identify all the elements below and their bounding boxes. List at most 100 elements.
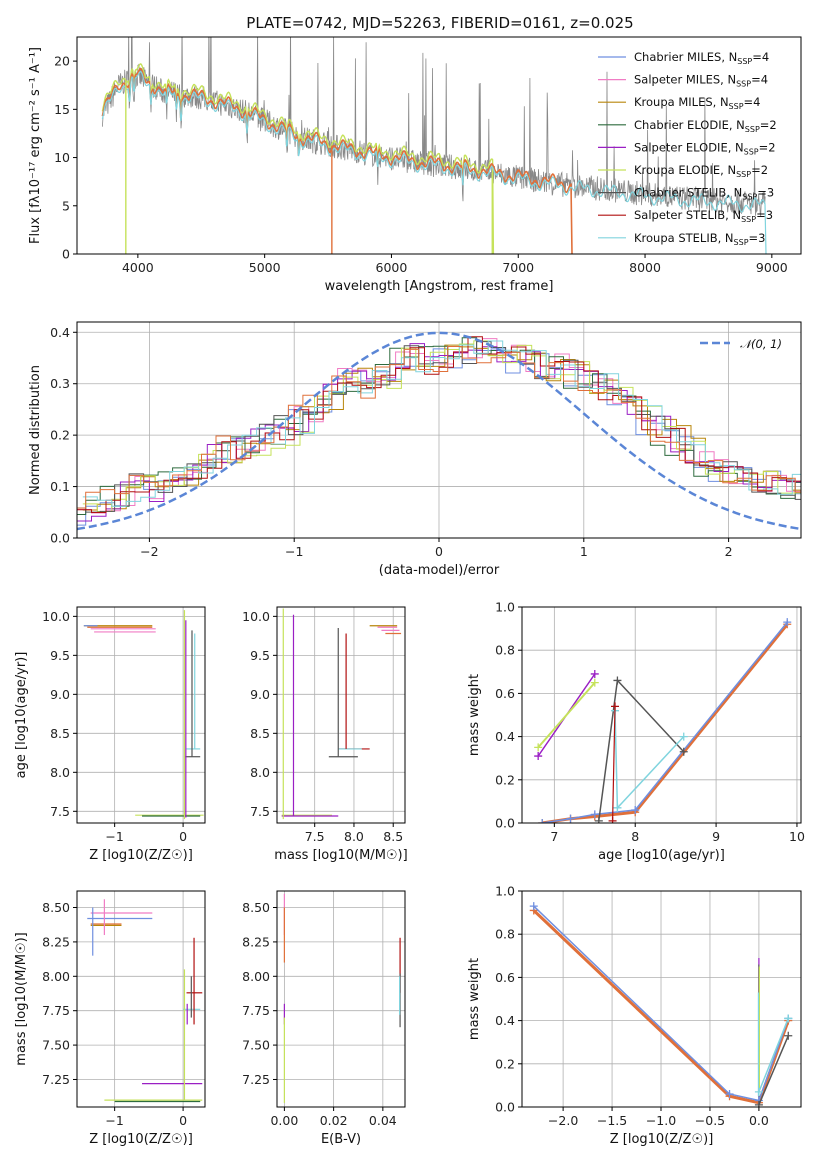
y-tick-label: 1.0 <box>495 600 515 615</box>
plot-area <box>77 891 205 1107</box>
legend-label-part: Kroupa STELIB, N <box>634 231 734 245</box>
y-tick-label: 8.0 <box>250 765 270 780</box>
plot-area <box>277 891 405 1107</box>
legend-label-value: =4 <box>752 50 769 64</box>
legend-label-part: Kroupa ELODIE, N <box>634 163 736 177</box>
x-tick-label: 9000 <box>756 260 788 275</box>
panel-mass_vs_ebv: 0.00 0.02 0.04 7.25 7.50 7.75 8.00 8.25 8.50 E(B-… <box>242 890 406 1147</box>
y-tick-label: 0.0 <box>50 531 70 546</box>
data-point <box>534 752 543 761</box>
legend-label-value: =4 <box>751 73 768 87</box>
y-tick-label: 0.0 <box>495 1100 515 1115</box>
legend-label-value: =2 <box>751 163 768 177</box>
y-tick-label: 0.2 <box>495 772 515 787</box>
y-tick-label: 7.5 <box>250 804 270 819</box>
data-point <box>538 819 547 823</box>
x-tick-label: −1.0 <box>646 1113 676 1128</box>
legend-label-part: Kroupa MILES, N <box>634 95 729 109</box>
legend-label-sub: SSP <box>745 125 760 134</box>
series-line <box>758 1035 789 1106</box>
legend-label-value: =3 <box>749 231 766 245</box>
residual-histogram <box>77 346 801 509</box>
residual-histogram <box>82 340 801 512</box>
legend-label-part: Chabrier STELIB, N <box>634 186 742 200</box>
y-tick-label: 9.0 <box>50 687 70 702</box>
y-tick-label: 7.25 <box>242 1072 270 1087</box>
plot-area <box>77 607 205 823</box>
legend-label: Kroupa STELIB, NSSP=3 <box>634 231 765 247</box>
data-point <box>613 676 622 685</box>
normal-curve <box>77 331 801 531</box>
legend-label-value: =3 <box>756 208 773 222</box>
data-point <box>534 743 543 752</box>
y-tick-label: 0.4 <box>495 1013 515 1028</box>
y-tick-label: 10.0 <box>242 609 270 624</box>
y-tick-label: 9.5 <box>50 648 70 663</box>
y-tick-label: 7.25 <box>42 1072 70 1087</box>
data-point <box>725 1090 734 1099</box>
plot-frame <box>521 890 802 1108</box>
x-tick-label: −2 <box>140 544 158 559</box>
legend-label: Kroupa MILES, NSSP=4 <box>634 95 760 111</box>
residual-histogram <box>77 343 801 522</box>
data-point <box>566 814 575 823</box>
data-point <box>783 618 792 627</box>
plot-area <box>101 37 767 254</box>
data-point <box>590 678 599 687</box>
data-point <box>679 747 688 756</box>
y-tick-label: 8.25 <box>42 934 70 949</box>
legend-label-part: Chabrier MILES, N <box>634 50 737 64</box>
legend-label: Chabrier ELODIE, NSSP=2 <box>634 118 777 134</box>
series-line <box>612 706 616 821</box>
plot-frame <box>276 606 406 824</box>
series-line <box>758 1018 789 1093</box>
x-tick-label: 0.02 <box>320 1113 348 1128</box>
data-point <box>590 810 599 819</box>
panel-spectrum: 4000 5000 6000 7000 8000 9000 0 5 10 15 20 waveleng… <box>28 36 802 294</box>
plot-frame <box>521 606 802 824</box>
series-line <box>614 710 619 808</box>
y-tick-label: 8.0 <box>50 765 70 780</box>
y-tick-label: 8.25 <box>242 934 270 949</box>
y-tick-label: 10 <box>54 150 70 165</box>
x-tick-label: −1 <box>285 544 303 559</box>
legend-label-sub: SSP <box>736 80 751 89</box>
x-tick-label: −1 <box>105 1113 123 1128</box>
y-tick-label: 20 <box>54 54 70 69</box>
legend-label-part: Salpeter STELIB, N <box>634 208 741 222</box>
legend-label: Salpeter MILES, NSSP=4 <box>634 73 768 89</box>
x-tick-label: 7000 <box>502 260 534 275</box>
data-point <box>754 1100 763 1107</box>
y-tick-label: 8.00 <box>242 969 270 984</box>
panel-age_vs_mass: 7.5 8.0 8.5 7.5 8.0 8.5 9.0 9.5 10.0 mass [log10(… <box>242 606 408 863</box>
residual-histogram <box>82 340 801 507</box>
x-tick-label: 7.5 <box>305 829 325 844</box>
x-axis-label: E(B-V) <box>321 1132 361 1147</box>
x-tick-label: 4000 <box>122 260 154 275</box>
residual-histogram <box>77 341 801 513</box>
y-tick-label: 15 <box>54 102 70 117</box>
legend-label-part: Chabrier ELODIE, N <box>634 118 745 132</box>
x-tick-label: 0.00 <box>270 1113 298 1128</box>
legend-label-value: =3 <box>757 186 774 200</box>
y-tick-label: 8.00 <box>42 969 70 984</box>
y-tick-label: 7.75 <box>42 1003 70 1018</box>
y-tick-label: 0.3 <box>50 376 70 391</box>
x-tick-label: −2.0 <box>548 1113 578 1128</box>
data-point <box>613 803 622 812</box>
legend-label-value: =2 <box>759 140 776 154</box>
y-tick-label: 8.5 <box>50 726 70 741</box>
chart-title: PLATE=0742, MJD=52263, FIBERID=0161, z=0… <box>246 14 633 32</box>
x-axis-label: Z [log10(Z/Z☉)] <box>610 1132 714 1147</box>
y-tick-label: 0.6 <box>495 686 515 701</box>
y-axis-label: mass [log10(M/M☉)] <box>14 932 29 1065</box>
plot-frame <box>76 36 802 255</box>
y-tick-label: 9.0 <box>250 687 270 702</box>
legend-label: Salpeter STELIB, NSSP=3 <box>634 208 773 224</box>
legend-label-part: Salpeter MILES, N <box>634 73 736 87</box>
x-tick-label: −0.5 <box>695 1113 725 1128</box>
plot-area <box>522 607 801 823</box>
panel-age_vs_z: −1 0 7.5 8.0 8.5 9.0 9.5 10.0 Z [log10(Z/Z☉)] age… <box>14 606 206 863</box>
data-point <box>529 902 538 911</box>
